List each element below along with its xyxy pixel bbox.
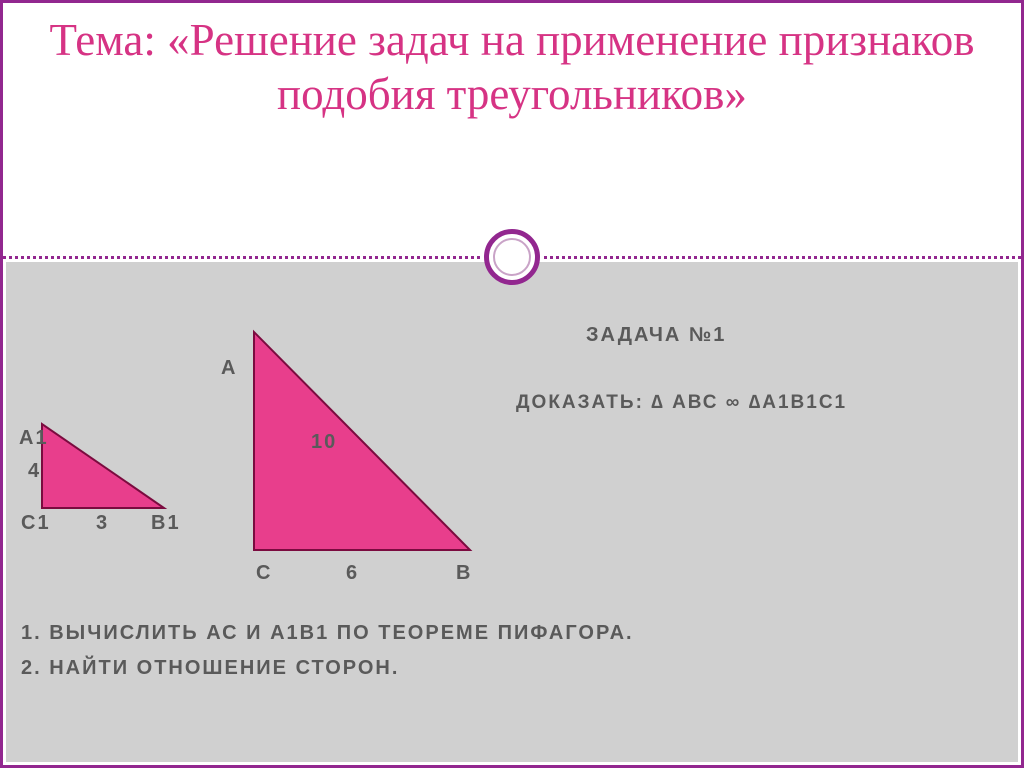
small-vertex-b: В1 bbox=[151, 512, 181, 535]
header-area: Тема: «Решение задач на применение призн… bbox=[3, 3, 1021, 257]
ring-inner-icon bbox=[493, 238, 531, 276]
big-leg-label: 6 bbox=[346, 562, 359, 585]
big-vertex-c: С bbox=[256, 562, 272, 585]
slide-frame: Тема: «Решение задач на применение призн… bbox=[0, 0, 1024, 768]
big-hyp-label: 10 bbox=[311, 431, 337, 454]
ring-icon bbox=[484, 229, 540, 285]
step-2: 2. НАЙТИ ОТНОШЕНИЕ СТОРОН. bbox=[21, 657, 399, 680]
content-area: ЗАДАЧА №1 ДОКАЗАТЬ: ∆ АВС ∞ ∆А1В1С1 А С … bbox=[6, 262, 1018, 762]
problem-number: ЗАДАЧА №1 bbox=[586, 324, 726, 347]
small-vertex-c: С1 bbox=[21, 512, 51, 535]
dotted-left bbox=[3, 256, 480, 259]
step-1: 1. ВЫЧИСЛИТЬ АС И А1В1 ПО ТЕОРЕМЕ ПИФАГО… bbox=[21, 622, 634, 645]
dotted-right bbox=[544, 256, 1021, 259]
small-leg-h: 3 bbox=[96, 512, 109, 535]
big-vertex-b: В bbox=[456, 562, 472, 585]
big-triangle bbox=[248, 326, 476, 556]
slide-title: Тема: «Решение задач на применение призн… bbox=[43, 13, 981, 121]
prove-line: ДОКАЗАТЬ: ∆ АВС ∞ ∆А1В1С1 bbox=[516, 392, 847, 414]
small-triangle bbox=[38, 420, 168, 512]
small-leg-v: 4 bbox=[28, 460, 41, 483]
small-vertex-a: А1 bbox=[19, 427, 49, 450]
big-vertex-a: А bbox=[221, 357, 237, 380]
